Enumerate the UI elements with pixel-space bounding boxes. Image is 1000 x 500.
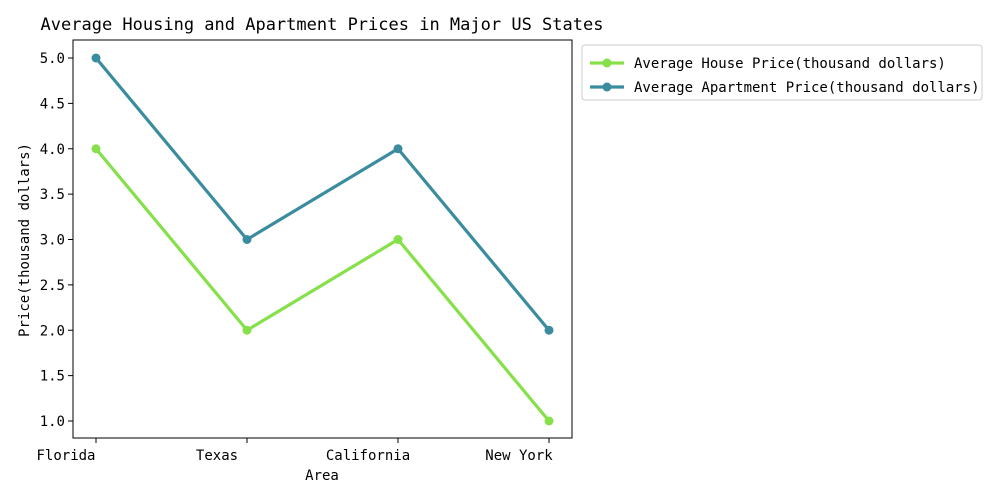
legend-marker-1: [602, 82, 612, 92]
y-tick-label: 4.5: [40, 96, 65, 112]
y-tick-label: 3.5: [40, 187, 65, 203]
data-point: [544, 416, 554, 426]
y-axis: 1.0 1.5 2.0 2.5 3.0 3.5 4.0 4.5 5.0: [40, 51, 73, 430]
x-tick-label: Florida: [36, 448, 95, 464]
data-point: [393, 235, 403, 244]
data-point: [393, 144, 403, 154]
x-tick-label: Texas: [196, 448, 238, 464]
series-line-1: [94, 56, 551, 332]
x-axis-label: Area: [305, 468, 339, 484]
series-layer: [91, 53, 554, 426]
legend-label-1: Average Apartment Price(thousand dollars…: [634, 80, 980, 96]
data-point: [544, 325, 554, 335]
series-line-0: [94, 147, 551, 423]
data-point: [91, 53, 101, 63]
x-tick-label: California: [326, 448, 410, 464]
legend-box: [581, 44, 983, 101]
y-tick-label: 2.5: [40, 278, 65, 294]
chart-title: Average Housing and Apartment Prices in …: [41, 15, 604, 35]
y-tick-label: 1.0: [40, 414, 65, 430]
data-point: [242, 235, 252, 244]
x-tick-label: New York: [485, 448, 553, 464]
y-tick-label: 3.0: [40, 233, 65, 249]
y-tick-label: 4.0: [40, 142, 65, 158]
y-axis-label: Price(thousand dollars): [17, 143, 33, 337]
data-point: [91, 144, 101, 154]
legend-marker-0: [602, 58, 612, 68]
plot-area-frame: [72, 39, 573, 439]
y-tick-label: 1.5: [40, 369, 65, 385]
legend: Average House Price(thousand dollars) Ave…: [581, 44, 983, 101]
data-point: [242, 325, 252, 335]
y-tick-label: 2.0: [40, 323, 65, 339]
x-axis: Florida Texas California New York: [36, 438, 553, 464]
legend-label-0: Average House Price(thousand dollars): [634, 56, 946, 72]
y-tick-label: 5.0: [40, 51, 65, 67]
